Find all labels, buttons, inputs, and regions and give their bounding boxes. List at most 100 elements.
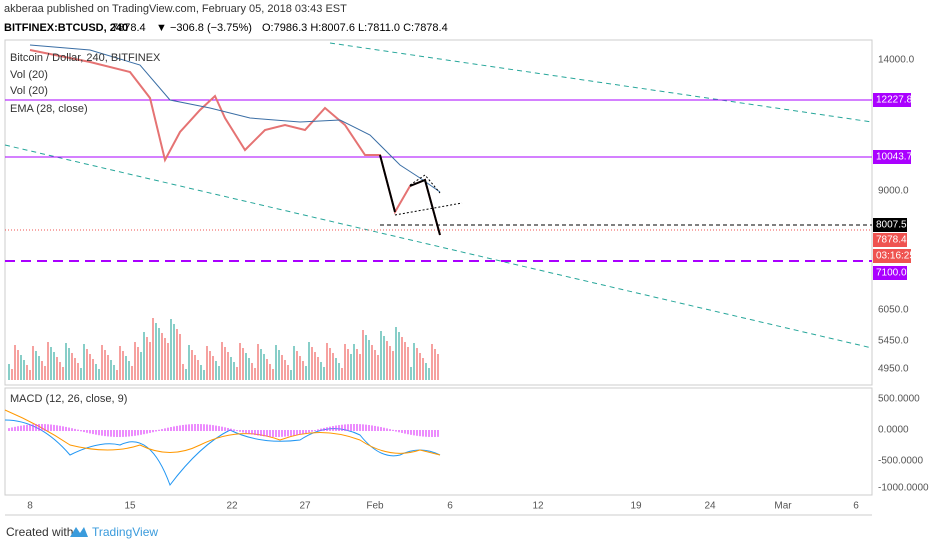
footer-brand: TradingView bbox=[92, 525, 158, 539]
volume-bar bbox=[359, 354, 361, 380]
histogram-bar bbox=[299, 430, 301, 435]
histogram-bar bbox=[230, 428, 232, 431]
volume-bar bbox=[374, 350, 376, 380]
histogram-bar bbox=[377, 426, 379, 431]
histogram-bar bbox=[329, 426, 331, 431]
tag-bg bbox=[873, 266, 907, 280]
publisher: akberaa published on TradingView.com, Fe… bbox=[4, 3, 347, 15]
volume-bar bbox=[239, 343, 241, 380]
histogram-bar bbox=[26, 424, 28, 431]
volume-bar bbox=[185, 369, 187, 380]
histogram-bar bbox=[215, 425, 217, 431]
volume-bar bbox=[437, 354, 439, 380]
volume-bar bbox=[173, 324, 175, 380]
volume-bar bbox=[434, 349, 436, 380]
histogram-bar bbox=[131, 430, 133, 437]
volume-bar bbox=[425, 363, 427, 380]
volume-bar bbox=[56, 357, 58, 380]
volume-bar bbox=[113, 365, 115, 380]
volume-bar bbox=[35, 351, 37, 380]
histogram-bar bbox=[224, 427, 226, 431]
volume-bar bbox=[32, 346, 34, 380]
histogram-bar bbox=[317, 429, 319, 431]
histogram-bar bbox=[293, 430, 295, 436]
histogram-bar bbox=[326, 427, 328, 431]
macd-panel bbox=[4, 387, 873, 496]
volume-bar bbox=[8, 364, 10, 380]
volume-bar bbox=[404, 342, 406, 380]
volume-bar bbox=[221, 342, 223, 380]
histogram-bar bbox=[206, 424, 208, 431]
histogram-bar bbox=[122, 430, 124, 437]
volume-bar bbox=[227, 352, 229, 380]
histogram-bar bbox=[320, 428, 322, 431]
volume-bar bbox=[407, 347, 409, 380]
histogram-bar bbox=[323, 427, 325, 431]
volume-bar bbox=[401, 337, 403, 380]
histogram-bar bbox=[62, 426, 64, 431]
volume-bar bbox=[263, 354, 265, 380]
histogram-bar bbox=[74, 428, 76, 431]
histogram-bar bbox=[290, 430, 292, 436]
histogram-bar bbox=[242, 430, 244, 433]
macd-axis-label: -500.0000 bbox=[878, 456, 923, 467]
histogram-bar bbox=[200, 424, 202, 431]
histogram-bar bbox=[128, 430, 130, 437]
histogram-bar bbox=[227, 427, 229, 431]
volume-bar bbox=[335, 358, 337, 380]
volume-bar bbox=[299, 356, 301, 380]
volume-bar bbox=[149, 342, 151, 380]
histogram-bar bbox=[350, 424, 352, 431]
histogram-bar bbox=[266, 430, 268, 437]
volume-bar bbox=[410, 367, 412, 380]
volume-bar bbox=[74, 358, 76, 380]
price-tag: 10043.7 bbox=[876, 152, 913, 163]
volume-bar bbox=[413, 343, 415, 380]
volume-bar bbox=[338, 363, 340, 380]
volume-bar bbox=[269, 364, 271, 380]
histogram-bar bbox=[116, 430, 118, 437]
histogram-bar bbox=[362, 424, 364, 431]
volume-bar bbox=[86, 349, 88, 380]
histogram-bar bbox=[38, 424, 40, 431]
trend-line bbox=[4, 144, 873, 349]
histogram-bar bbox=[182, 424, 184, 431]
histogram-bar bbox=[95, 430, 97, 435]
volume-bar bbox=[392, 351, 394, 380]
histogram-bar bbox=[386, 428, 388, 431]
date-label: Mar bbox=[774, 501, 792, 512]
histogram-bar bbox=[401, 430, 403, 433]
histogram-bar bbox=[368, 424, 370, 431]
histogram-bar bbox=[254, 430, 256, 436]
histogram-bar bbox=[287, 430, 289, 437]
histogram-bar bbox=[107, 430, 109, 437]
volume-bar bbox=[176, 329, 178, 380]
histogram-bar bbox=[65, 426, 67, 431]
legend-macd: MACD (12, 26, close, 9) bbox=[10, 393, 127, 405]
histogram-bar bbox=[308, 430, 310, 433]
histogram-bar bbox=[398, 430, 400, 433]
date-label: 6 bbox=[447, 501, 453, 512]
histogram-bar bbox=[383, 427, 385, 431]
histogram-bar bbox=[143, 430, 145, 435]
volume-bar bbox=[50, 347, 52, 380]
volume-bar bbox=[110, 360, 112, 380]
volume-bar bbox=[41, 361, 43, 380]
histogram-bar bbox=[179, 425, 181, 431]
histogram-bar bbox=[239, 430, 241, 432]
histogram-bar bbox=[17, 426, 19, 431]
volume-bar bbox=[119, 346, 121, 380]
histogram-bar bbox=[257, 430, 259, 436]
tag-bg bbox=[873, 93, 911, 107]
volume-bar bbox=[317, 357, 319, 380]
histogram-bar bbox=[50, 424, 52, 431]
change: ▼ −306.8 (−3.75%) bbox=[156, 22, 252, 34]
volume-bar bbox=[350, 354, 352, 380]
histogram-bar bbox=[341, 424, 343, 431]
histogram-bar bbox=[146, 430, 148, 434]
volume-bar bbox=[329, 348, 331, 380]
volume-bar bbox=[419, 353, 421, 380]
histogram-bar bbox=[344, 424, 346, 431]
volume-bar bbox=[431, 344, 433, 380]
